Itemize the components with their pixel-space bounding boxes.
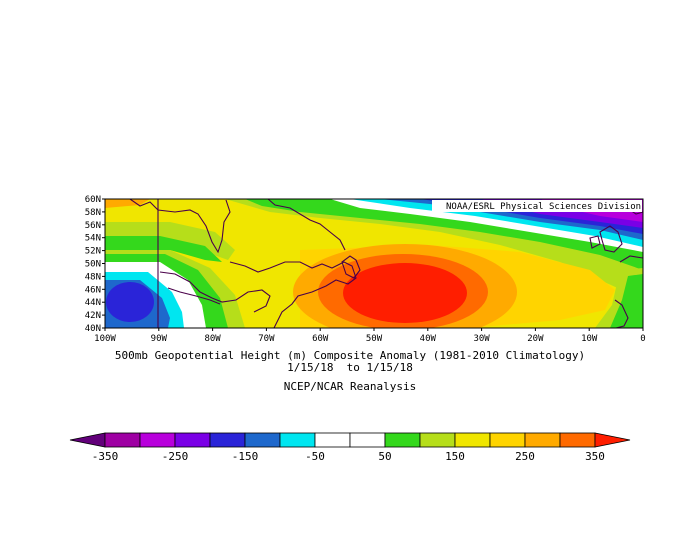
- lon-tick-label: 20W: [527, 334, 544, 344]
- colorbar-label: -350: [92, 450, 119, 463]
- lon-tick-label: 0: [640, 334, 645, 344]
- figure-title: 500mb Geopotential Height (m) Composite …: [114, 349, 586, 362]
- colorbar-swatch: [454, 432, 491, 448]
- lat-tick-label: 50N: [85, 260, 101, 270]
- lat-tick-label: 46N: [85, 285, 101, 295]
- lat-tick-label: 56N: [85, 221, 101, 231]
- colorbar-right-arrow: [594, 432, 631, 448]
- colorbar-swatch: [139, 432, 176, 448]
- coastline-great-lakes: [159, 271, 271, 313]
- figure-source: NCEP/NCAR Reanalysis: [283, 380, 417, 393]
- lon-tick-label: 90W: [151, 334, 168, 344]
- lat-tick-label: 44N: [85, 298, 101, 308]
- field-southwest-low-center: [106, 282, 154, 322]
- lon-tick-label: 80W: [204, 334, 221, 344]
- colorbar-label: 50: [378, 450, 391, 463]
- lon-tick-label: 50W: [366, 334, 383, 344]
- lon-tick-label: 40W: [420, 334, 437, 344]
- colorbar-swatch: [104, 432, 141, 448]
- colorbar-swatch: [174, 432, 211, 448]
- map-field: [105, 199, 643, 328]
- colorbar-swatch: [419, 432, 456, 448]
- lon-tick-label: 60W: [312, 334, 329, 344]
- colorbar-label: 150: [445, 450, 465, 463]
- coastline-british-isles: [599, 225, 623, 253]
- colorbar-swatch: [559, 432, 596, 448]
- colorbar-swatch: [349, 432, 386, 448]
- coastline-lake-superior: [167, 287, 221, 305]
- colorbar-left-arrow: [69, 432, 106, 448]
- lat-tick-label: 60N: [85, 195, 101, 205]
- coastline-labrador: [267, 199, 346, 251]
- figure-dates: 1/15/18 to 1/15/18: [287, 361, 413, 374]
- coastline-hudson-bay: [129, 199, 231, 254]
- colorbar-swatch: [489, 432, 526, 448]
- colorbar-swatch: [524, 432, 561, 448]
- colorbar-label: 250: [515, 450, 535, 463]
- lat-tick-label: 54N: [85, 234, 101, 244]
- coastline-newfoundland: [341, 255, 361, 279]
- colorbar-swatch: [279, 432, 316, 448]
- lat-tick-label: 52N: [85, 247, 101, 257]
- colorbar-swatch: [244, 432, 281, 448]
- colorbar-label: -150: [232, 450, 259, 463]
- field-northwest-orange: [105, 199, 150, 208]
- lon-tick-label: 10W: [581, 334, 598, 344]
- colorbar-label: -250: [162, 450, 189, 463]
- coastlines: [129, 199, 643, 328]
- coastline-ireland: [589, 235, 601, 249]
- coastline-quebec-maritimes: [229, 261, 357, 328]
- lon-tick-label: 70W: [258, 334, 275, 344]
- lon-tick-label: 100W: [94, 334, 116, 344]
- colorbar-swatch: [384, 432, 421, 448]
- lon-tick-label: 30W: [473, 334, 490, 344]
- colorbar-swatch: [209, 432, 246, 448]
- longitude-axis: 100W 90W 80W 70W 60W 50W 40W 30W 20W 10W 0: [94, 328, 646, 344]
- latitude-axis: 60N 58N 56N 54N 52N 50N 48N 46N 44N 42N 40N: [85, 195, 105, 334]
- lat-tick-label: 42N: [85, 311, 101, 321]
- lat-tick-label: 58N: [85, 208, 101, 218]
- field-northwest-green: [105, 236, 222, 262]
- field-southeast-green: [610, 274, 643, 328]
- lat-tick-label: 48N: [85, 272, 101, 282]
- colorbar: -350 -250 -150 -50 50 150 250 350: [69, 432, 631, 463]
- field-high-center-350: [343, 263, 467, 323]
- colorbar-swatch: [314, 432, 351, 448]
- credit-box: [432, 200, 642, 212]
- colorbar-label: -50: [305, 450, 325, 463]
- colorbar-label: 350: [585, 450, 605, 463]
- lat-tick-label: 40N: [85, 324, 101, 334]
- coastline-france-iberia: [614, 255, 643, 328]
- credit-label: NOAA/ESRL Physical Sciences Division: [446, 202, 641, 212]
